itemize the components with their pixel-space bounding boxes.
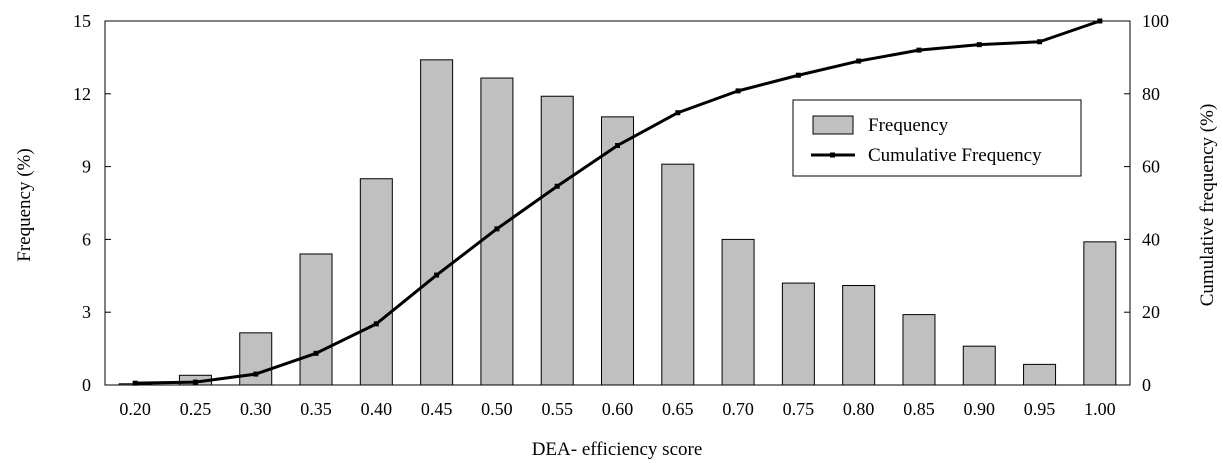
cumulative-point-0.50 [494,226,499,231]
cumulative-point-1.00 [1097,19,1102,24]
y2-tick-label-80: 80 [1142,84,1160,104]
y2-tick-label-60: 60 [1142,157,1160,177]
cumulative-point-0.30 [253,372,258,377]
bar-0.35 [300,254,332,385]
cumulative-point-0.80 [856,59,861,64]
bar-0.80 [843,286,875,385]
legend-swatch-frequency [813,116,853,134]
bar-0.85 [903,315,935,385]
legend: Frequency Cumulative Frequency [793,100,1081,176]
x-tick-label-0.30: 0.30 [240,399,272,419]
x-tick-label-0.70: 0.70 [722,399,754,419]
y-tick-label-6: 6 [82,229,91,249]
x-tick-label-0.35: 0.35 [300,399,332,419]
bar-0.50 [481,78,513,385]
bar-0.65 [662,164,694,385]
y-tick-label-12: 12 [73,84,91,104]
y-tick-label-3: 3 [82,302,91,322]
bar-0.75 [782,283,814,385]
x-tick-label-0.60: 0.60 [602,399,634,419]
y-tick-label-9: 9 [82,157,91,177]
cumulative-point-0.55 [555,184,560,189]
x-tick-label-0.85: 0.85 [903,399,935,419]
x-tick-label-0.45: 0.45 [421,399,453,419]
cumulative-point-0.40 [374,321,379,326]
y-axis-right: 0 20 40 60 80 100 [1124,11,1169,395]
cumulative-point-0.45 [434,273,439,278]
x-axis: 0.20 0.25 0.30 0.35 0.40 0.45 0.50 0.55 0.60 0.65… [119,399,1115,419]
y-tick-label-0: 0 [82,375,91,395]
bar-0.45 [421,60,453,385]
y2-tick-label-40: 40 [1142,229,1160,249]
x-tick-label-0.65: 0.65 [662,399,694,419]
cumulative-point-0.25 [193,380,198,385]
y2-tick-label-0: 0 [1142,375,1151,395]
cumulative-point-0.75 [796,73,801,78]
bar-0.90 [963,346,995,385]
y-tick-label-15: 15 [73,11,91,31]
x-tick-label-0.40: 0.40 [361,399,393,419]
x-tick-label-0.90: 0.90 [964,399,996,419]
cumulative-point-0.35 [314,351,319,356]
cumulative-point-0.60 [615,143,620,148]
cumulative-point-0.65 [675,110,680,115]
bar-0.40 [360,179,392,385]
x-tick-label-0.80: 0.80 [843,399,875,419]
y2-axis-title: Cumulative frequency (%) [1197,104,1218,307]
bar-1.00 [1084,242,1116,385]
bar-0.55 [541,96,573,385]
bar-0.70 [722,239,754,385]
bar-0.30 [240,333,272,385]
cumulative-point-0.20 [133,381,138,386]
cumulative-point-0.70 [736,88,741,93]
x-tick-label-0.95: 0.95 [1024,399,1056,419]
y-axis-title: Frequency (%) [14,148,35,261]
x-tick-label-0.50: 0.50 [481,399,513,419]
x-tick-label-0.25: 0.25 [180,399,212,419]
bar-0.95 [1024,364,1056,385]
x-tick-label-0.75: 0.75 [783,399,815,419]
y2-tick-label-20: 20 [1142,302,1160,322]
cumulative-point-0.95 [1037,39,1042,44]
x-tick-label-0.55: 0.55 [541,399,573,419]
bar-0.60 [602,117,634,385]
legend-label-frequency: Frequency [868,115,949,136]
legend-label-cumulative: Cumulative Frequency [868,145,1042,166]
x-axis-title: DEA- efficiency score [532,439,703,460]
x-tick-label-1.00: 1.00 [1084,399,1116,419]
cumulative-point-0.90 [977,42,982,47]
legend-marker-cumulative [830,153,835,158]
x-tick-label-0.20: 0.20 [119,399,151,419]
y2-tick-label-100: 100 [1142,11,1169,31]
cumulative-point-0.85 [916,48,921,53]
